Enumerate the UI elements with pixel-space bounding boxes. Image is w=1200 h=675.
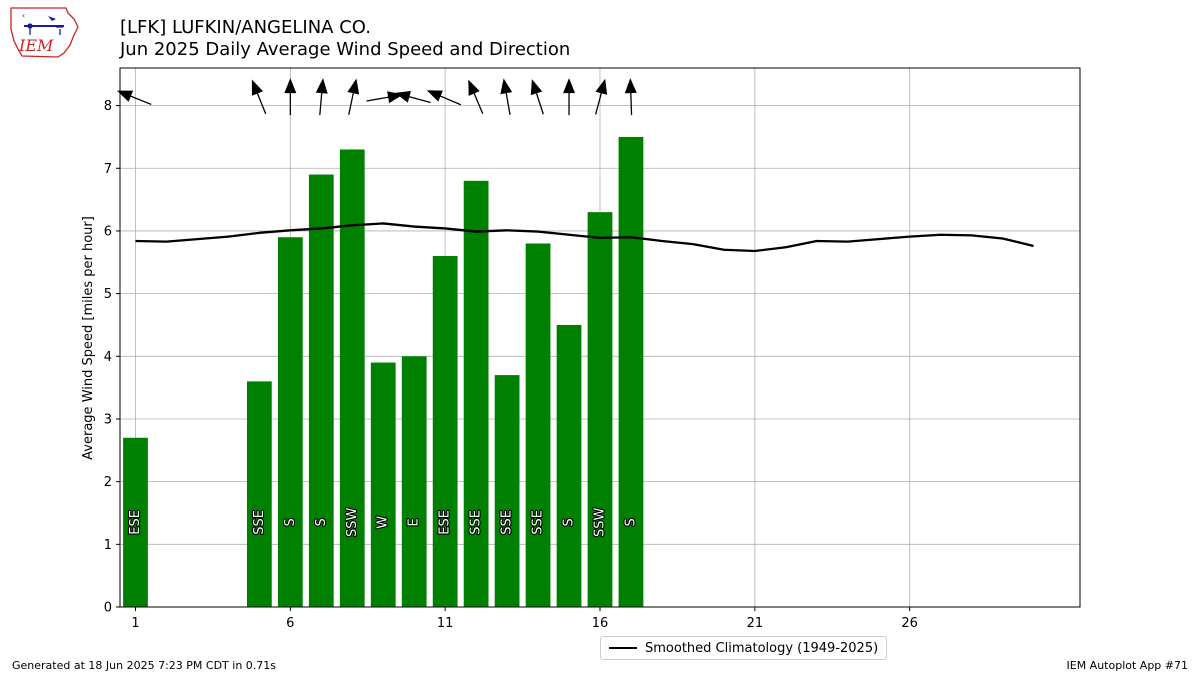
legend-line-swatch: [609, 647, 637, 649]
x-tick-label: 21: [747, 616, 764, 631]
wind-arrow-day-6: [284, 78, 297, 116]
bar-day-8: [339, 149, 365, 607]
direction-label: SSW: [345, 508, 360, 538]
y-tick-label: 1: [104, 538, 112, 553]
direction-label: S: [283, 518, 298, 526]
direction-label: E: [407, 518, 422, 526]
logo-text: IEM: [18, 36, 54, 55]
y-tick-label: 6: [104, 224, 112, 239]
y-tick-label: 3: [104, 412, 112, 427]
direction-label: S: [623, 518, 638, 526]
bar-day-10: [401, 356, 427, 607]
x-tick-label: 16: [592, 616, 609, 631]
svg-text:‹: ‹: [22, 11, 25, 20]
x-tick-label: 26: [901, 616, 918, 631]
wind-arrow-day-5: [251, 79, 267, 115]
direction-label: ESE: [128, 510, 143, 535]
wind-arrow-day-14: [530, 79, 544, 115]
direction-label: S: [562, 518, 577, 526]
wind-arrow-day-9: [366, 91, 403, 104]
bar-day-16: [587, 212, 613, 607]
wind-arrow-day-16: [594, 78, 608, 115]
direction-label: SSE: [252, 510, 267, 535]
generated-timestamp: Generated at 18 Jun 2025 7:23 PM CDT in …: [12, 659, 277, 672]
wind-arrow-day-12: [468, 79, 484, 114]
y-axis-label: Average Wind Speed [miles per hour]: [81, 216, 96, 460]
wind-arrow-day-17: [624, 78, 637, 116]
wind-arrow-day-13: [500, 78, 513, 115]
climatology-line: [135, 222, 1034, 253]
direction-label: SSW: [593, 508, 608, 538]
direction-arrows: [116, 78, 637, 116]
wind-arrow-day-7: [315, 78, 328, 116]
wind-arrow-day-8: [347, 78, 360, 115]
wind-arrow-day-10: [394, 90, 431, 104]
direction-label: SSE: [500, 510, 515, 535]
bar-day-14: [525, 243, 551, 607]
y-tick-label: 5: [104, 287, 112, 302]
bar-day-5: [246, 381, 272, 607]
chart-title: [LFK] LUFKIN/ANGELINA CO.: [120, 17, 371, 38]
direction-labels: ESE SSE S S SSW W E ESE SSE SSE SSE S SSW S: [127, 506, 640, 538]
wind-arrow-day-11: [426, 90, 462, 106]
x-tick-label: 1: [131, 616, 139, 631]
y-tick-label: 0: [104, 601, 112, 616]
bar-group: [123, 136, 644, 607]
direction-label: W: [376, 516, 391, 529]
bar-day-7: [308, 174, 334, 607]
bar-day-11: [432, 256, 458, 607]
y-tick-label: 4: [104, 350, 112, 365]
wind-arrow-day-1: [116, 90, 152, 106]
y-tick-label: 7: [104, 162, 112, 177]
bar-day-6: [277, 237, 303, 607]
iem-logo: ‹ IEM: [8, 5, 80, 60]
bar-day-1: [123, 437, 148, 607]
direction-label: SSE: [469, 510, 484, 535]
bar-day-13: [494, 375, 520, 607]
legend: Smoothed Climatology (1949-2025): [600, 636, 888, 660]
climatology-series: [135, 222, 1034, 253]
bar-day-12: [463, 180, 489, 607]
chart-subtitle: Jun 2025 Daily Average Wind Speed and Di…: [120, 39, 571, 60]
app-id: IEM Autoplot App #71: [1066, 659, 1189, 672]
legend-label: Smoothed Climatology (1949-2025): [645, 640, 879, 656]
wind-arrow-day-15: [563, 78, 576, 116]
x-tick-label: 6: [286, 616, 294, 631]
y-tick-label: 8: [104, 99, 112, 114]
bar-day-9: [370, 362, 396, 607]
bar-day-15: [556, 324, 582, 607]
direction-label: S: [314, 518, 329, 526]
bar-day-17: [618, 136, 644, 607]
direction-label: ESE: [438, 510, 453, 535]
direction-label: SSE: [531, 510, 546, 535]
x-tick-label: 11: [437, 616, 454, 631]
y-tick-label: 2: [104, 475, 112, 490]
